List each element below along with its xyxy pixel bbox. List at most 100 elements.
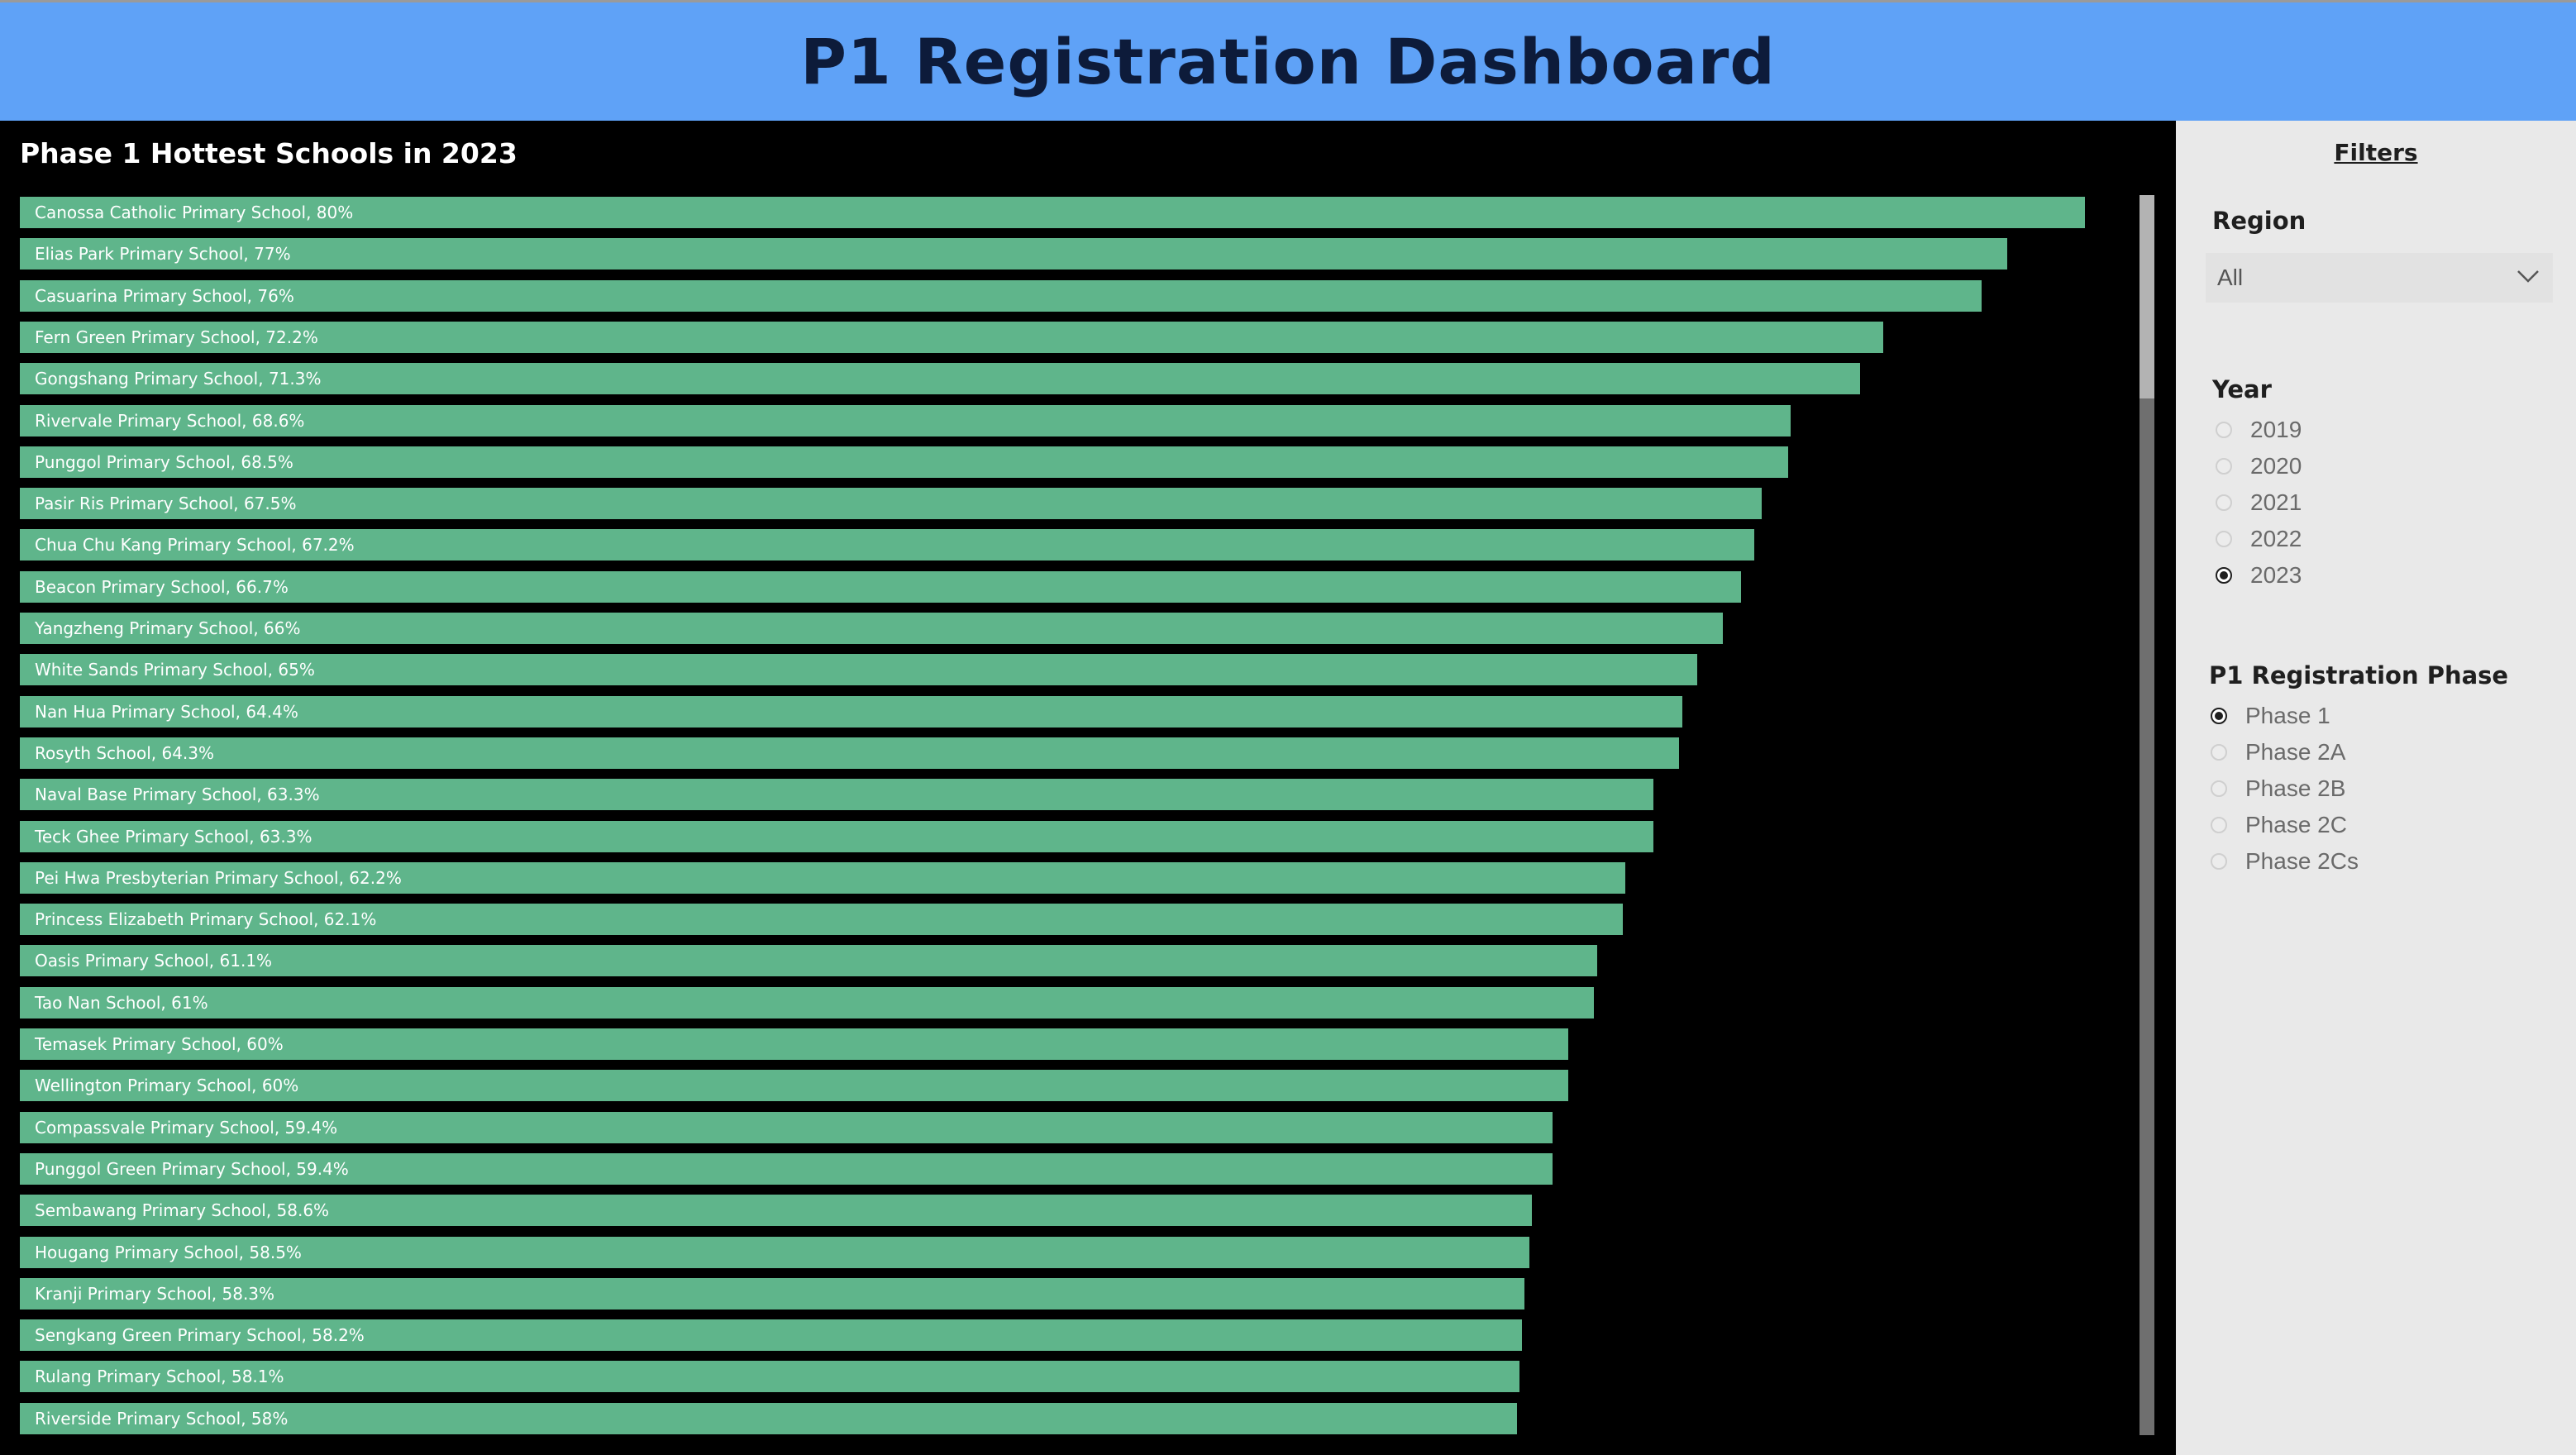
- radio-button[interactable]: [2216, 494, 2232, 511]
- radio-button[interactable]: [2216, 567, 2232, 584]
- bar[interactable]: Tao Nan School, 61%: [20, 986, 1595, 1018]
- bar-label: Gongshang Primary School, 71.3%: [35, 369, 322, 389]
- bar-label: Punggol Green Primary School, 59.4%: [35, 1158, 349, 1179]
- radio-button[interactable]: [2211, 853, 2227, 870]
- bar[interactable]: Naval Base Primary School, 63.3%: [20, 779, 1654, 811]
- bar-label: Casuarina Primary School, 76%: [35, 285, 294, 306]
- bar-label: Canossa Catholic Primary School, 80%: [35, 203, 354, 222]
- bar-label: Naval Base Primary School, 63.3%: [35, 785, 320, 805]
- year-option-label: 2023: [2250, 562, 2302, 588]
- phase-option-label: Phase 1: [2245, 703, 2330, 728]
- phase-option-label: Phase 2Cs: [2245, 848, 2359, 874]
- bar-label: Rivervale Primary School, 68.6%: [35, 410, 305, 431]
- chart-scrollbar[interactable]: [2140, 195, 2154, 1435]
- bar[interactable]: Canossa Catholic Primary School, 80%: [20, 197, 2085, 228]
- radio-button[interactable]: [2211, 708, 2227, 724]
- bar-label: Riverside Primary School, 58%: [35, 1408, 289, 1429]
- bar-label: Rulang Primary School, 58.1%: [35, 1367, 284, 1387]
- bar[interactable]: Riverside Primary School, 58%: [20, 1402, 1517, 1434]
- filters-title: Filters: [2334, 139, 2418, 166]
- bar[interactable]: Temasek Primary School, 60%: [20, 1028, 1569, 1060]
- bar-label: Compassvale Primary School, 59.4%: [35, 1117, 338, 1138]
- bar-label: Yangzheng Primary School, 66%: [35, 618, 301, 638]
- bar[interactable]: Sengkang Green Primary School, 58.2%: [20, 1319, 1522, 1352]
- radio-button[interactable]: [2216, 458, 2232, 475]
- phase-option-phase-2cs[interactable]: Phase 2Cs: [2211, 843, 2359, 880]
- bar[interactable]: Sembawang Primary School, 58.6%: [20, 1195, 1533, 1227]
- year-option-2020[interactable]: 2020: [2216, 448, 2302, 484]
- bar[interactable]: Punggol Primary School, 68.5%: [20, 446, 1788, 478]
- bar[interactable]: Rosyth School, 64.3%: [20, 737, 1680, 769]
- bar-label: Temasek Primary School, 60%: [35, 1034, 284, 1054]
- radio-button[interactable]: [2216, 531, 2232, 547]
- bar-label: Oasis Primary School, 61.1%: [35, 951, 273, 971]
- bar[interactable]: Beacon Primary School, 66.7%: [20, 570, 1742, 603]
- bar[interactable]: Princess Elizabeth Primary School, 62.1%: [20, 904, 1623, 936]
- region-selected-value: All: [2217, 265, 2244, 290]
- chart-scrollbar-thumb[interactable]: [2140, 195, 2154, 398]
- chart-title: Phase 1 Hottest Schools in 2023: [20, 137, 518, 169]
- bar[interactable]: Hougang Primary School, 58.5%: [20, 1236, 1530, 1268]
- bar[interactable]: Chua Chu Kang Primary School, 67.2%: [20, 529, 1754, 561]
- phase-option-phase-2c[interactable]: Phase 2C: [2211, 807, 2359, 843]
- chart-panel: Phase 1 Hottest Schools in 2023 Canossa …: [0, 121, 2176, 1455]
- bar-label: Sembawang Primary School, 58.6%: [35, 1200, 330, 1221]
- phase-option-label: Phase 2B: [2245, 775, 2346, 801]
- radio-button[interactable]: [2216, 422, 2232, 438]
- year-option-label: 2019: [2250, 417, 2302, 442]
- bar[interactable]: Teck Ghee Primary School, 63.3%: [20, 820, 1654, 852]
- bar[interactable]: Kranji Primary School, 58.3%: [20, 1277, 1525, 1310]
- bar[interactable]: Gongshang Primary School, 71.3%: [20, 363, 1860, 395]
- bar[interactable]: White Sands Primary School, 65%: [20, 654, 1698, 686]
- bar[interactable]: Yangzheng Primary School, 66%: [20, 613, 1724, 644]
- radio-button[interactable]: [2211, 780, 2227, 797]
- bar-label: Beacon Primary School, 66.7%: [35, 576, 289, 597]
- bar-label: Sengkang Green Primary School, 58.2%: [35, 1325, 365, 1346]
- year-option-label: 2022: [2250, 526, 2302, 551]
- chevron-down-icon: [2517, 270, 2539, 283]
- year-option-2022[interactable]: 2022: [2216, 521, 2302, 557]
- radio-button[interactable]: [2211, 817, 2227, 833]
- year-option-2019[interactable]: 2019: [2216, 412, 2302, 448]
- phase-radio-group: Phase 1 Phase 2A Phase 2B Phase 2C Phase 2Cs: [2211, 698, 2359, 880]
- bar[interactable]: Wellington Primary School, 60%: [20, 1070, 1569, 1102]
- bar-label: Elias Park Primary School, 77%: [35, 244, 291, 265]
- phase-option-label: Phase 2A: [2245, 739, 2346, 765]
- bar-label: Rosyth School, 64.3%: [35, 742, 215, 763]
- region-dropdown[interactable]: All: [2206, 253, 2553, 303]
- bar-label: White Sands Primary School, 65%: [35, 660, 315, 680]
- bar[interactable]: Rivervale Primary School, 68.6%: [20, 404, 1791, 436]
- bar-label: Chua Chu Kang Primary School, 67.2%: [35, 535, 355, 556]
- bar-label: Nan Hua Primary School, 64.4%: [35, 701, 298, 722]
- phase-option-phase-2a[interactable]: Phase 2A: [2211, 734, 2359, 770]
- bar[interactable]: Fern Green Primary School, 72.2%: [20, 321, 1884, 353]
- bar-label: Fern Green Primary School, 72.2%: [35, 327, 318, 347]
- year-label: Year: [2212, 375, 2272, 403]
- year-option-2021[interactable]: 2021: [2216, 484, 2302, 521]
- phase-option-phase-1[interactable]: Phase 1: [2211, 698, 2359, 734]
- bar[interactable]: Punggol Green Primary School, 59.4%: [20, 1152, 1553, 1185]
- bar[interactable]: Oasis Primary School, 61.1%: [20, 945, 1597, 977]
- phase-label: P1 Registration Phase: [2209, 661, 2509, 689]
- bar-label: Hougang Primary School, 58.5%: [35, 1242, 302, 1262]
- year-radio-group: 2019 2020 2021 2022 2023: [2216, 412, 2302, 594]
- bar-label: Pei Hwa Presbyterian Primary School, 62.…: [35, 867, 402, 888]
- bar[interactable]: Casuarina Primary School, 76%: [20, 279, 1982, 312]
- region-label: Region: [2212, 207, 2306, 235]
- bar[interactable]: Nan Hua Primary School, 64.4%: [20, 695, 1682, 728]
- dashboard-header: P1 Registration Dashboard: [0, 0, 2576, 121]
- bar[interactable]: Compassvale Primary School, 59.4%: [20, 1111, 1553, 1143]
- phase-option-label: Phase 2C: [2245, 812, 2347, 837]
- bar[interactable]: Elias Park Primary School, 77%: [20, 238, 2007, 270]
- bar-label: Princess Elizabeth Primary School, 62.1%: [35, 909, 377, 930]
- phase-option-phase-2b[interactable]: Phase 2B: [2211, 770, 2359, 807]
- radio-button[interactable]: [2211, 744, 2227, 761]
- bar[interactable]: Pasir Ris Primary School, 67.5%: [20, 488, 1763, 520]
- filter-panel: Filters Region All Year 2019 2020 2021 2022…: [2176, 121, 2576, 1455]
- year-option-label: 2021: [2250, 489, 2302, 515]
- dashboard-title: P1 Registration Dashboard: [800, 25, 1776, 98]
- bar[interactable]: Rulang Primary School, 58.1%: [20, 1361, 1519, 1393]
- bar[interactable]: Pei Hwa Presbyterian Primary School, 62.…: [20, 861, 1625, 894]
- bar-label: Pasir Ris Primary School, 67.5%: [35, 494, 297, 514]
- year-option-2023[interactable]: 2023: [2216, 557, 2302, 594]
